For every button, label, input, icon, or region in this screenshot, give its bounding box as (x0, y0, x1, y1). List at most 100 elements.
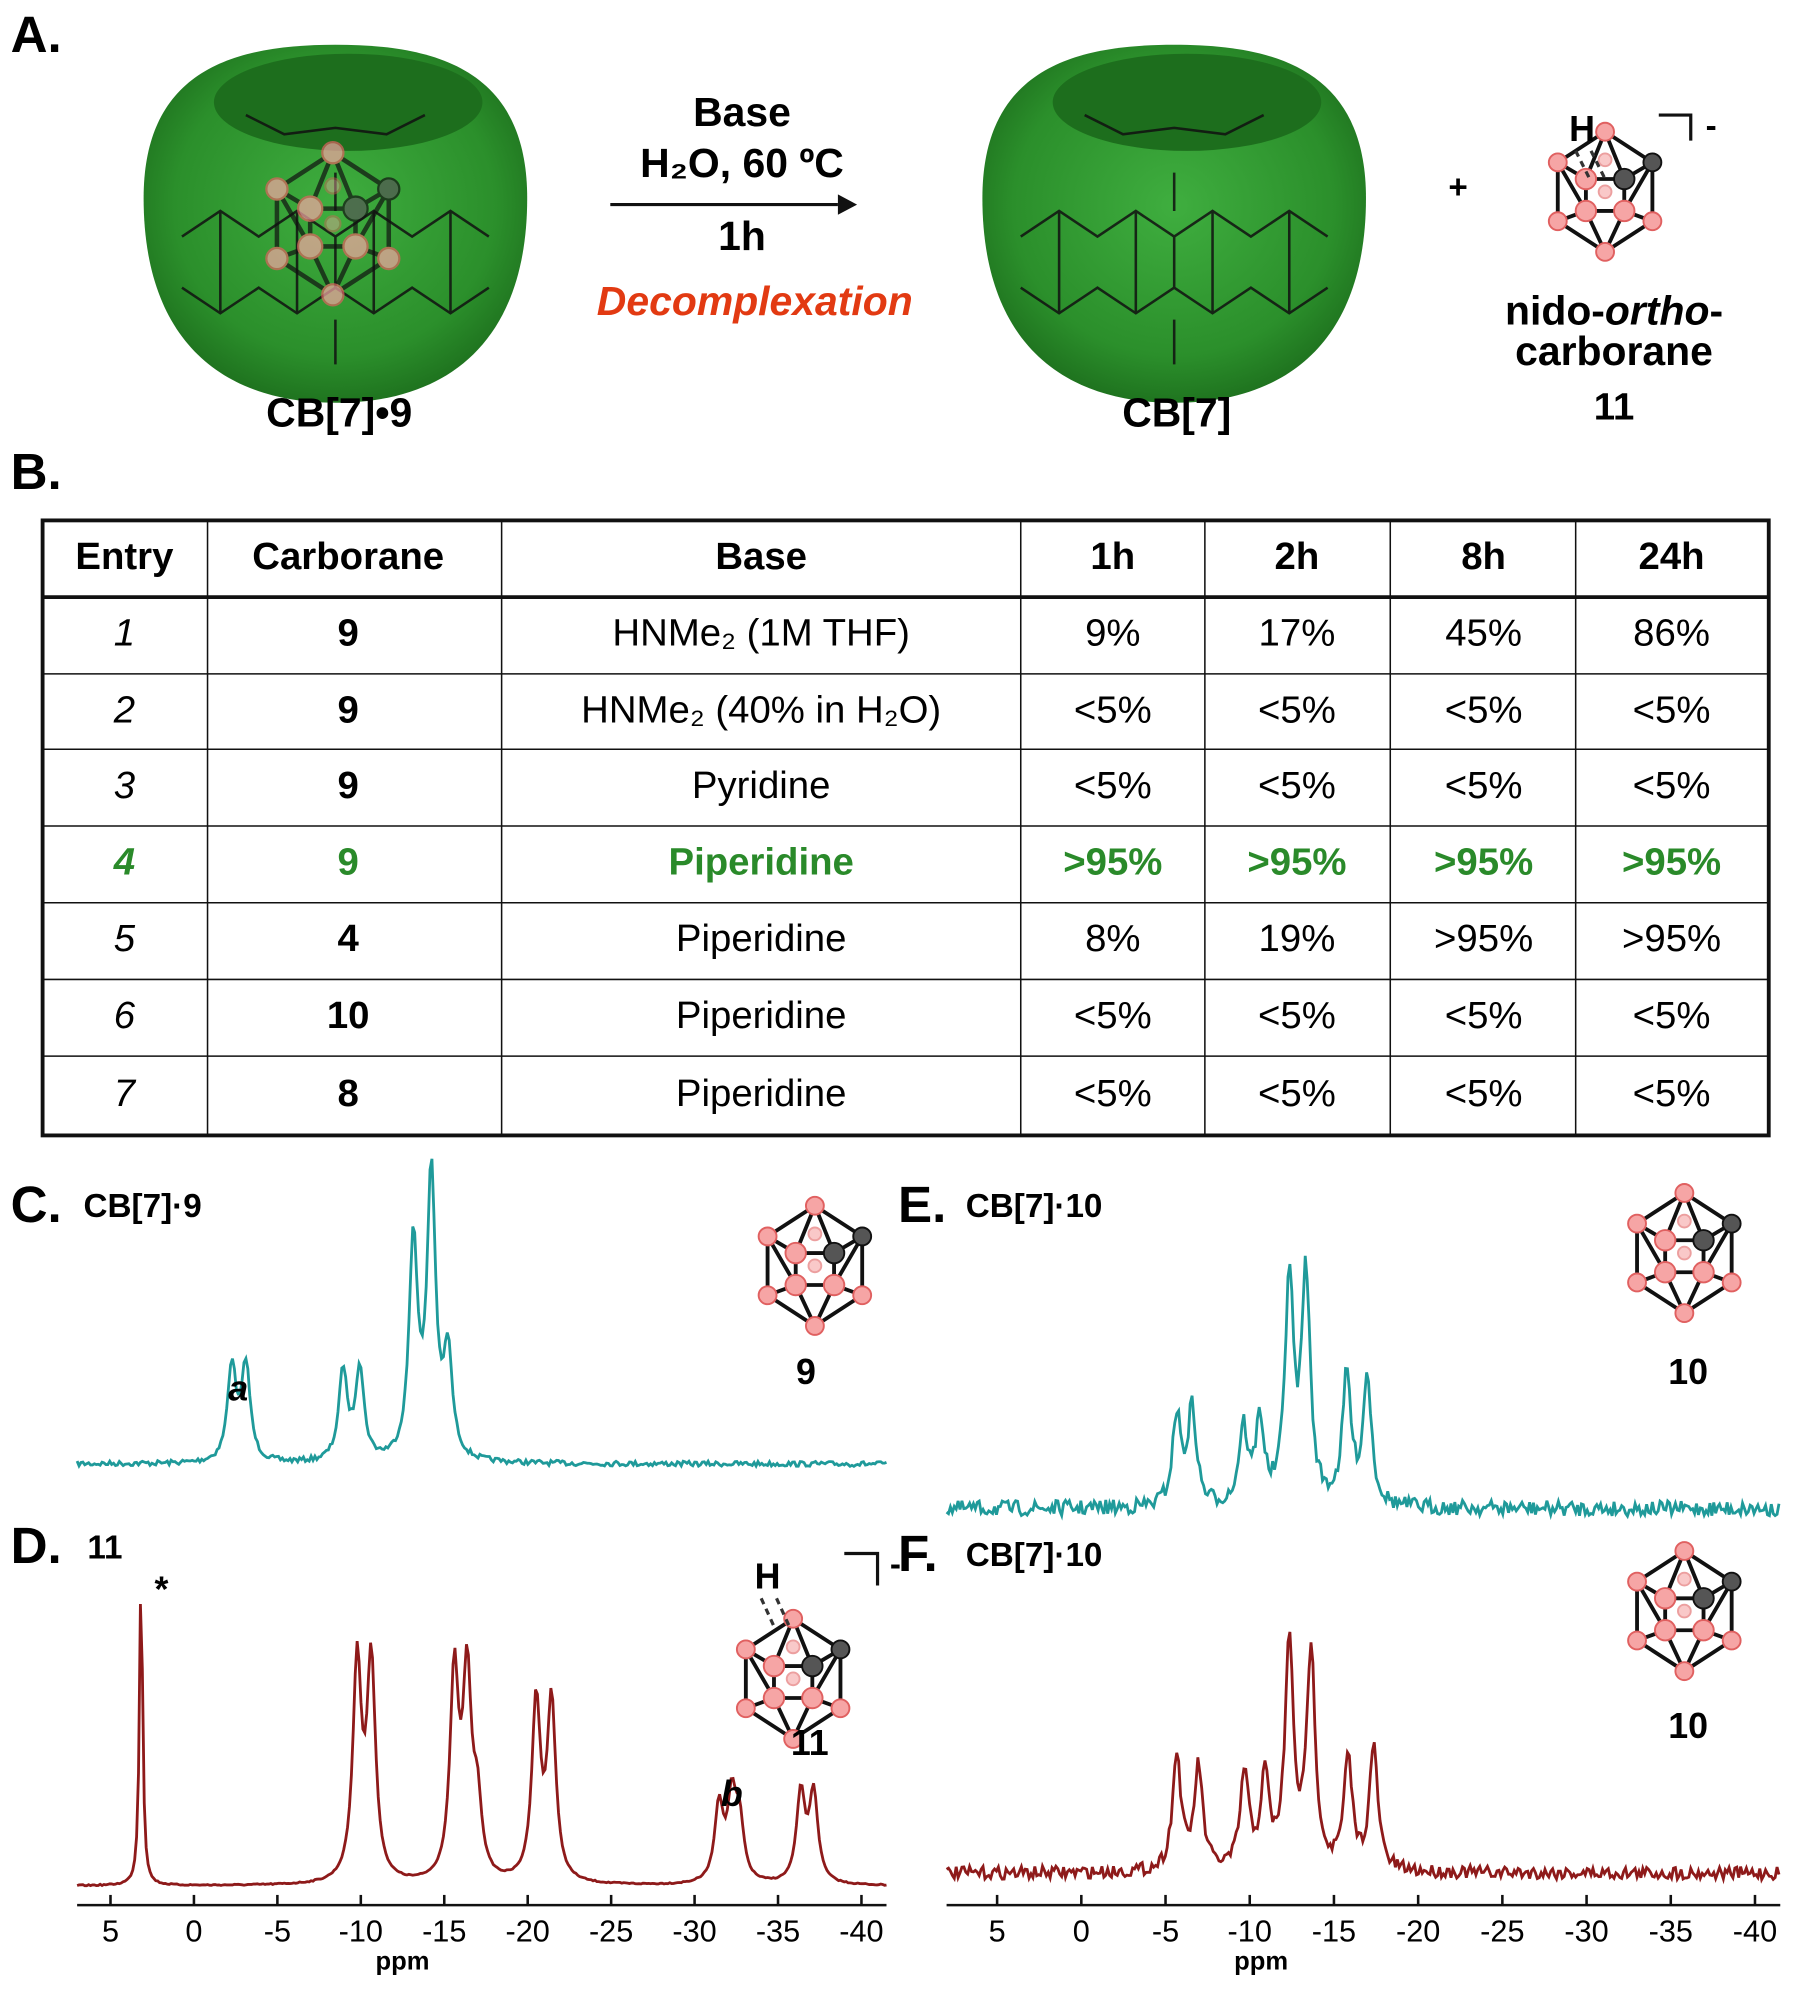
table-cell: <5% (1074, 1072, 1152, 1115)
x-tick-label: -35 (1649, 1913, 1693, 1948)
table-cell: Piperidine (676, 994, 847, 1037)
table-cell: 5 (114, 917, 136, 960)
table-cell: <5% (1633, 994, 1711, 1037)
table-cell: 9 (338, 688, 359, 731)
reagent: Base (693, 89, 791, 135)
marker: * (155, 1569, 169, 1609)
table-cell: <5% (1633, 1072, 1711, 1115)
table-cell: 4 (338, 917, 360, 960)
charge: - (1706, 108, 1717, 145)
table-cell: >95% (1434, 840, 1533, 883)
x-tick-label: 5 (102, 1913, 119, 1948)
reactant-label: CB[7]•9 (266, 389, 412, 435)
table-cell: 86% (1633, 612, 1710, 655)
table-cell: 6 (114, 994, 136, 1037)
panel-label: D. (11, 1517, 62, 1574)
bracket (844, 1551, 880, 1586)
carborane-icon (1626, 1540, 1743, 1682)
compound-number: 9 (796, 1352, 816, 1392)
x-axis-label: ppm (1234, 1947, 1288, 1975)
table-cell: 8 (338, 1072, 359, 1115)
x-tick-label: -10 (1228, 1913, 1272, 1948)
byproduct-number: 11 (1594, 385, 1635, 428)
process: Decomplexation (597, 278, 913, 324)
table-cell: 3 (114, 764, 135, 807)
spectrum (945, 1631, 1781, 1885)
table-cell: <5% (1445, 688, 1523, 731)
table-cell: <5% (1445, 994, 1523, 1037)
spectrum-title: CB[7]·10 (966, 1188, 1103, 1225)
table-cell: Piperidine (676, 917, 847, 960)
peak-label: a (228, 1369, 248, 1409)
x-tick-label: -10 (339, 1913, 383, 1948)
table-cell: 7 (114, 1072, 137, 1115)
compound-number: 10 (1668, 1706, 1708, 1746)
x-tick-label: 5 (989, 1913, 1006, 1948)
x-tick-label: -40 (1733, 1913, 1777, 1948)
x-tick-label: -25 (589, 1913, 633, 1948)
panel-label: C. (11, 1176, 62, 1233)
charge: - (890, 1546, 901, 1583)
table-cell: >95% (1247, 840, 1346, 883)
table-cell: <5% (1074, 994, 1152, 1037)
table-cell: Piperidine (668, 840, 853, 883)
table-cell: <5% (1074, 764, 1152, 807)
table-cell: <5% (1258, 1072, 1336, 1115)
x-tick-label: -15 (1312, 1913, 1356, 1948)
spectrum-title: CB[7]·10 (966, 1537, 1103, 1574)
x-tick-label: -20 (506, 1913, 550, 1948)
table-cell: >95% (1622, 840, 1721, 883)
table-cell: >95% (1434, 917, 1533, 960)
name-part: nido- (1505, 287, 1605, 333)
spectrum (75, 1158, 888, 1470)
time: 1h (718, 213, 766, 259)
name-part: - (1709, 287, 1723, 333)
table-header: Entry (75, 535, 174, 578)
byproduct-name: nido-ortho- (1505, 287, 1723, 333)
panel-label: A. (11, 6, 62, 63)
table-cell: <5% (1258, 994, 1336, 1037)
table-cell: 9 (338, 612, 359, 655)
x-tick-label: -20 (1396, 1913, 1440, 1948)
panel-label: E. (898, 1176, 946, 1233)
table-cell: <5% (1074, 688, 1152, 731)
table-cell: 19% (1259, 917, 1336, 960)
table-cell: 9 (338, 764, 359, 807)
table-cell: 9% (1085, 612, 1140, 655)
x-axis-label: ppm (376, 1947, 430, 1975)
table-cell: <5% (1258, 688, 1336, 731)
bracket (1658, 113, 1693, 141)
x-tick-label: -5 (264, 1913, 291, 1948)
x-tick-label: -15 (422, 1913, 466, 1948)
table-cell: <5% (1258, 764, 1336, 807)
table-cell: <5% (1633, 688, 1711, 731)
table-cell: 45% (1445, 612, 1522, 655)
table-header: 1h (1090, 535, 1135, 578)
table-cell: <5% (1633, 764, 1711, 807)
table-cell: >95% (1622, 917, 1721, 960)
carborane-icon (756, 1195, 874, 1337)
name-part: carborane (1515, 328, 1713, 374)
x-tick-label: 0 (185, 1913, 202, 1948)
compound-number: 10 (1668, 1352, 1708, 1392)
x-tick-label: -5 (1152, 1913, 1179, 1948)
hydrogen: H (1569, 109, 1595, 149)
table-cell: 10 (327, 994, 370, 1037)
x-tick-label: -30 (1564, 1913, 1608, 1948)
product-label: CB[7] (1122, 389, 1231, 435)
x-tick-label: 0 (1073, 1913, 1090, 1948)
bridge-bonds (1574, 150, 1607, 180)
cb7 (981, 43, 1368, 405)
table-header: 24h (1639, 535, 1705, 578)
spectrum (945, 1255, 1781, 1521)
panel-label: F. (898, 1525, 938, 1582)
panel-label: B. (11, 443, 62, 500)
table (40, 518, 1771, 1138)
x-tick-label: -40 (839, 1913, 883, 1948)
table-cell: <5% (1445, 1072, 1523, 1115)
spectrum-title: CB[7]·9 (84, 1188, 202, 1225)
nido-cage (1546, 121, 1664, 263)
spectrum-title: 11 (87, 1529, 122, 1566)
table-cell: Piperidine (676, 1072, 847, 1115)
